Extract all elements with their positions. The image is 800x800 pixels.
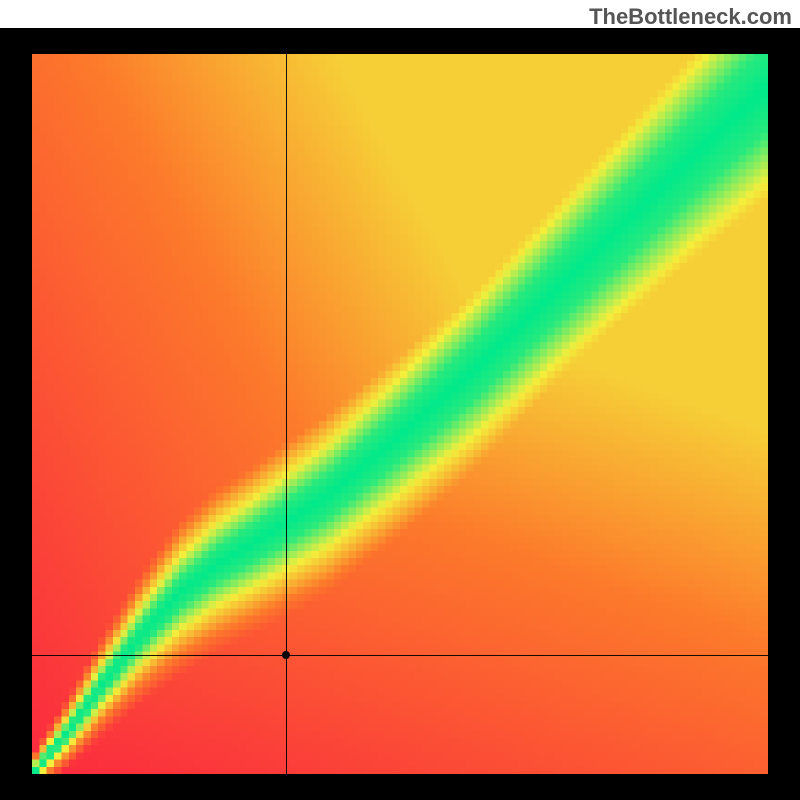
crosshair-horizontal (32, 655, 768, 656)
watermark-text: TheBottleneck.com (589, 4, 792, 30)
heatmap-canvas (32, 54, 768, 774)
chart-outer-frame (0, 28, 800, 800)
chart-plot-area (32, 54, 768, 774)
data-point (282, 651, 290, 659)
crosshair-vertical (286, 54, 287, 774)
